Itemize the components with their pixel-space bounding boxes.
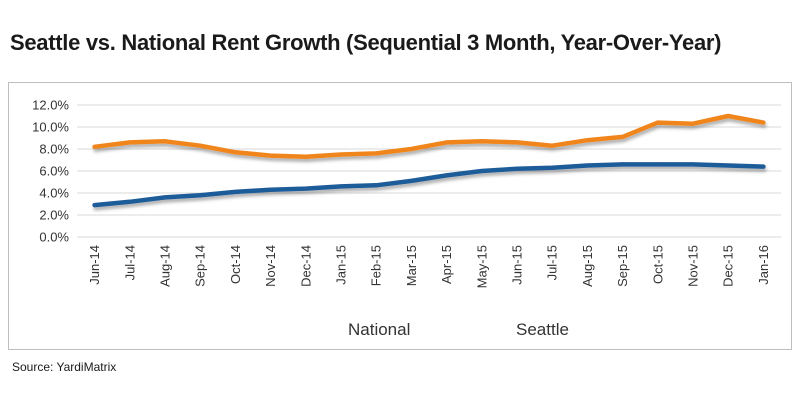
- national-data-point: [198, 193, 203, 198]
- seattle-data-point: [163, 139, 167, 144]
- x-tick-label: Mar-15: [404, 245, 419, 286]
- national-data-point: [444, 173, 449, 178]
- x-tick-label: Sep-14: [193, 245, 208, 287]
- seattle-data-point: [479, 139, 484, 144]
- y-tick-label: 2.0%: [39, 208, 69, 223]
- seattle-data-point: [585, 138, 590, 143]
- x-tick-label: May-15: [474, 245, 489, 288]
- x-tick-label: Dec-14: [298, 245, 313, 287]
- national-data-point: [515, 166, 519, 171]
- x-tick-label: Feb-15: [369, 245, 384, 286]
- x-tick-label: Nov-15: [686, 245, 701, 287]
- seattle-data-point: [655, 120, 660, 125]
- seattle-data-point: [761, 120, 766, 125]
- x-tick-label: Dec-15: [721, 245, 736, 287]
- national-data-point: [127, 199, 132, 204]
- legend-label-seattle: Seattle: [516, 320, 569, 339]
- page-title: Seattle vs. National Rent Growth (Sequen…: [10, 30, 722, 55]
- seattle-data-point: [374, 151, 379, 156]
- x-tick-label: Jul-14: [122, 245, 137, 280]
- national-data-point: [655, 162, 660, 167]
- y-tick-label: 12.0%: [32, 98, 69, 113]
- seattle-data-point: [409, 147, 414, 151]
- seattle-data-point: [726, 114, 731, 118]
- national-data-point: [585, 163, 590, 168]
- national-data-point: [409, 178, 414, 183]
- seattle-data-point: [198, 143, 203, 148]
- x-tick-label: Jul-15: [545, 245, 560, 280]
- national-data-point: [303, 186, 308, 191]
- national-data-point: [620, 162, 625, 167]
- x-tick-label: Sep-15: [615, 245, 630, 287]
- y-tick-label: 8.0%: [39, 142, 69, 157]
- x-tick-label: Jun-14: [87, 245, 102, 285]
- seattle-series-line: [92, 113, 766, 159]
- national-data-point: [163, 195, 167, 200]
- line-chart: 0.0% 2.0% 4.0% 6.0% 8.0% 10.0% 12.0% Jun-14 Jul…: [32, 98, 781, 339]
- chart-frame: 0.0% 2.0% 4.0% 6.0% 8.0% 10.0% 12.0% Jun-14 Jul…: [8, 82, 792, 350]
- source-note: Source: YardiMatrix: [12, 360, 117, 374]
- x-tick-label: Aug-14: [158, 245, 173, 287]
- seattle-data-point: [691, 121, 695, 126]
- seattle-data-point: [303, 154, 308, 159]
- x-tick-label: Aug-15: [580, 245, 595, 287]
- y-tick-label: 4.0%: [39, 186, 69, 201]
- national-data-point: [550, 165, 555, 170]
- seattle-data-point: [550, 143, 555, 148]
- national-data-point: [761, 164, 766, 169]
- x-tick-label: Jan-15: [334, 245, 349, 285]
- x-tick-label: Jan-16: [756, 245, 771, 285]
- national-series-line: [92, 162, 766, 208]
- seattle-data-point: [515, 140, 519, 145]
- y-tick-label: 0.0%: [39, 230, 69, 245]
- national-data-point: [92, 203, 97, 208]
- national-data-point: [339, 184, 343, 189]
- seattle-data-point: [620, 134, 625, 139]
- seattle-data-point: [339, 152, 343, 157]
- x-tick-label: Oct-14: [228, 245, 243, 284]
- y-axis-tick-labels: 0.0% 2.0% 4.0% 6.0% 8.0% 10.0% 12.0%: [32, 98, 69, 245]
- national-data-point: [268, 187, 273, 192]
- x-axis-tick-labels: Jun-14 Jul-14 Aug-14 Sep-14 Oct-14 Nov-14 Dec-…: [87, 245, 771, 288]
- series-lines: [92, 113, 766, 208]
- y-tick-label: 6.0%: [39, 164, 69, 179]
- national-data-point: [479, 169, 484, 173]
- legend: National Seattle: [293, 320, 569, 339]
- gridlines: [77, 104, 781, 238]
- seattle-data-point: [444, 140, 449, 145]
- x-tick-label: Nov-14: [263, 245, 278, 287]
- seattle-data-point: [127, 140, 132, 145]
- x-tick-label: Jun-15: [510, 245, 525, 285]
- y-tick-label: 10.0%: [32, 120, 69, 135]
- national-data-point: [726, 163, 731, 168]
- seattle-data-point: [268, 153, 273, 158]
- seattle-data-point: [92, 144, 97, 149]
- national-data-point: [691, 162, 695, 167]
- national-data-point: [233, 189, 238, 194]
- legend-label-national: National: [348, 320, 410, 339]
- x-tick-label: Apr-15: [439, 245, 454, 284]
- x-tick-label: Oct-15: [650, 245, 665, 284]
- seattle-data-point: [233, 150, 238, 155]
- national-data-point: [374, 183, 379, 188]
